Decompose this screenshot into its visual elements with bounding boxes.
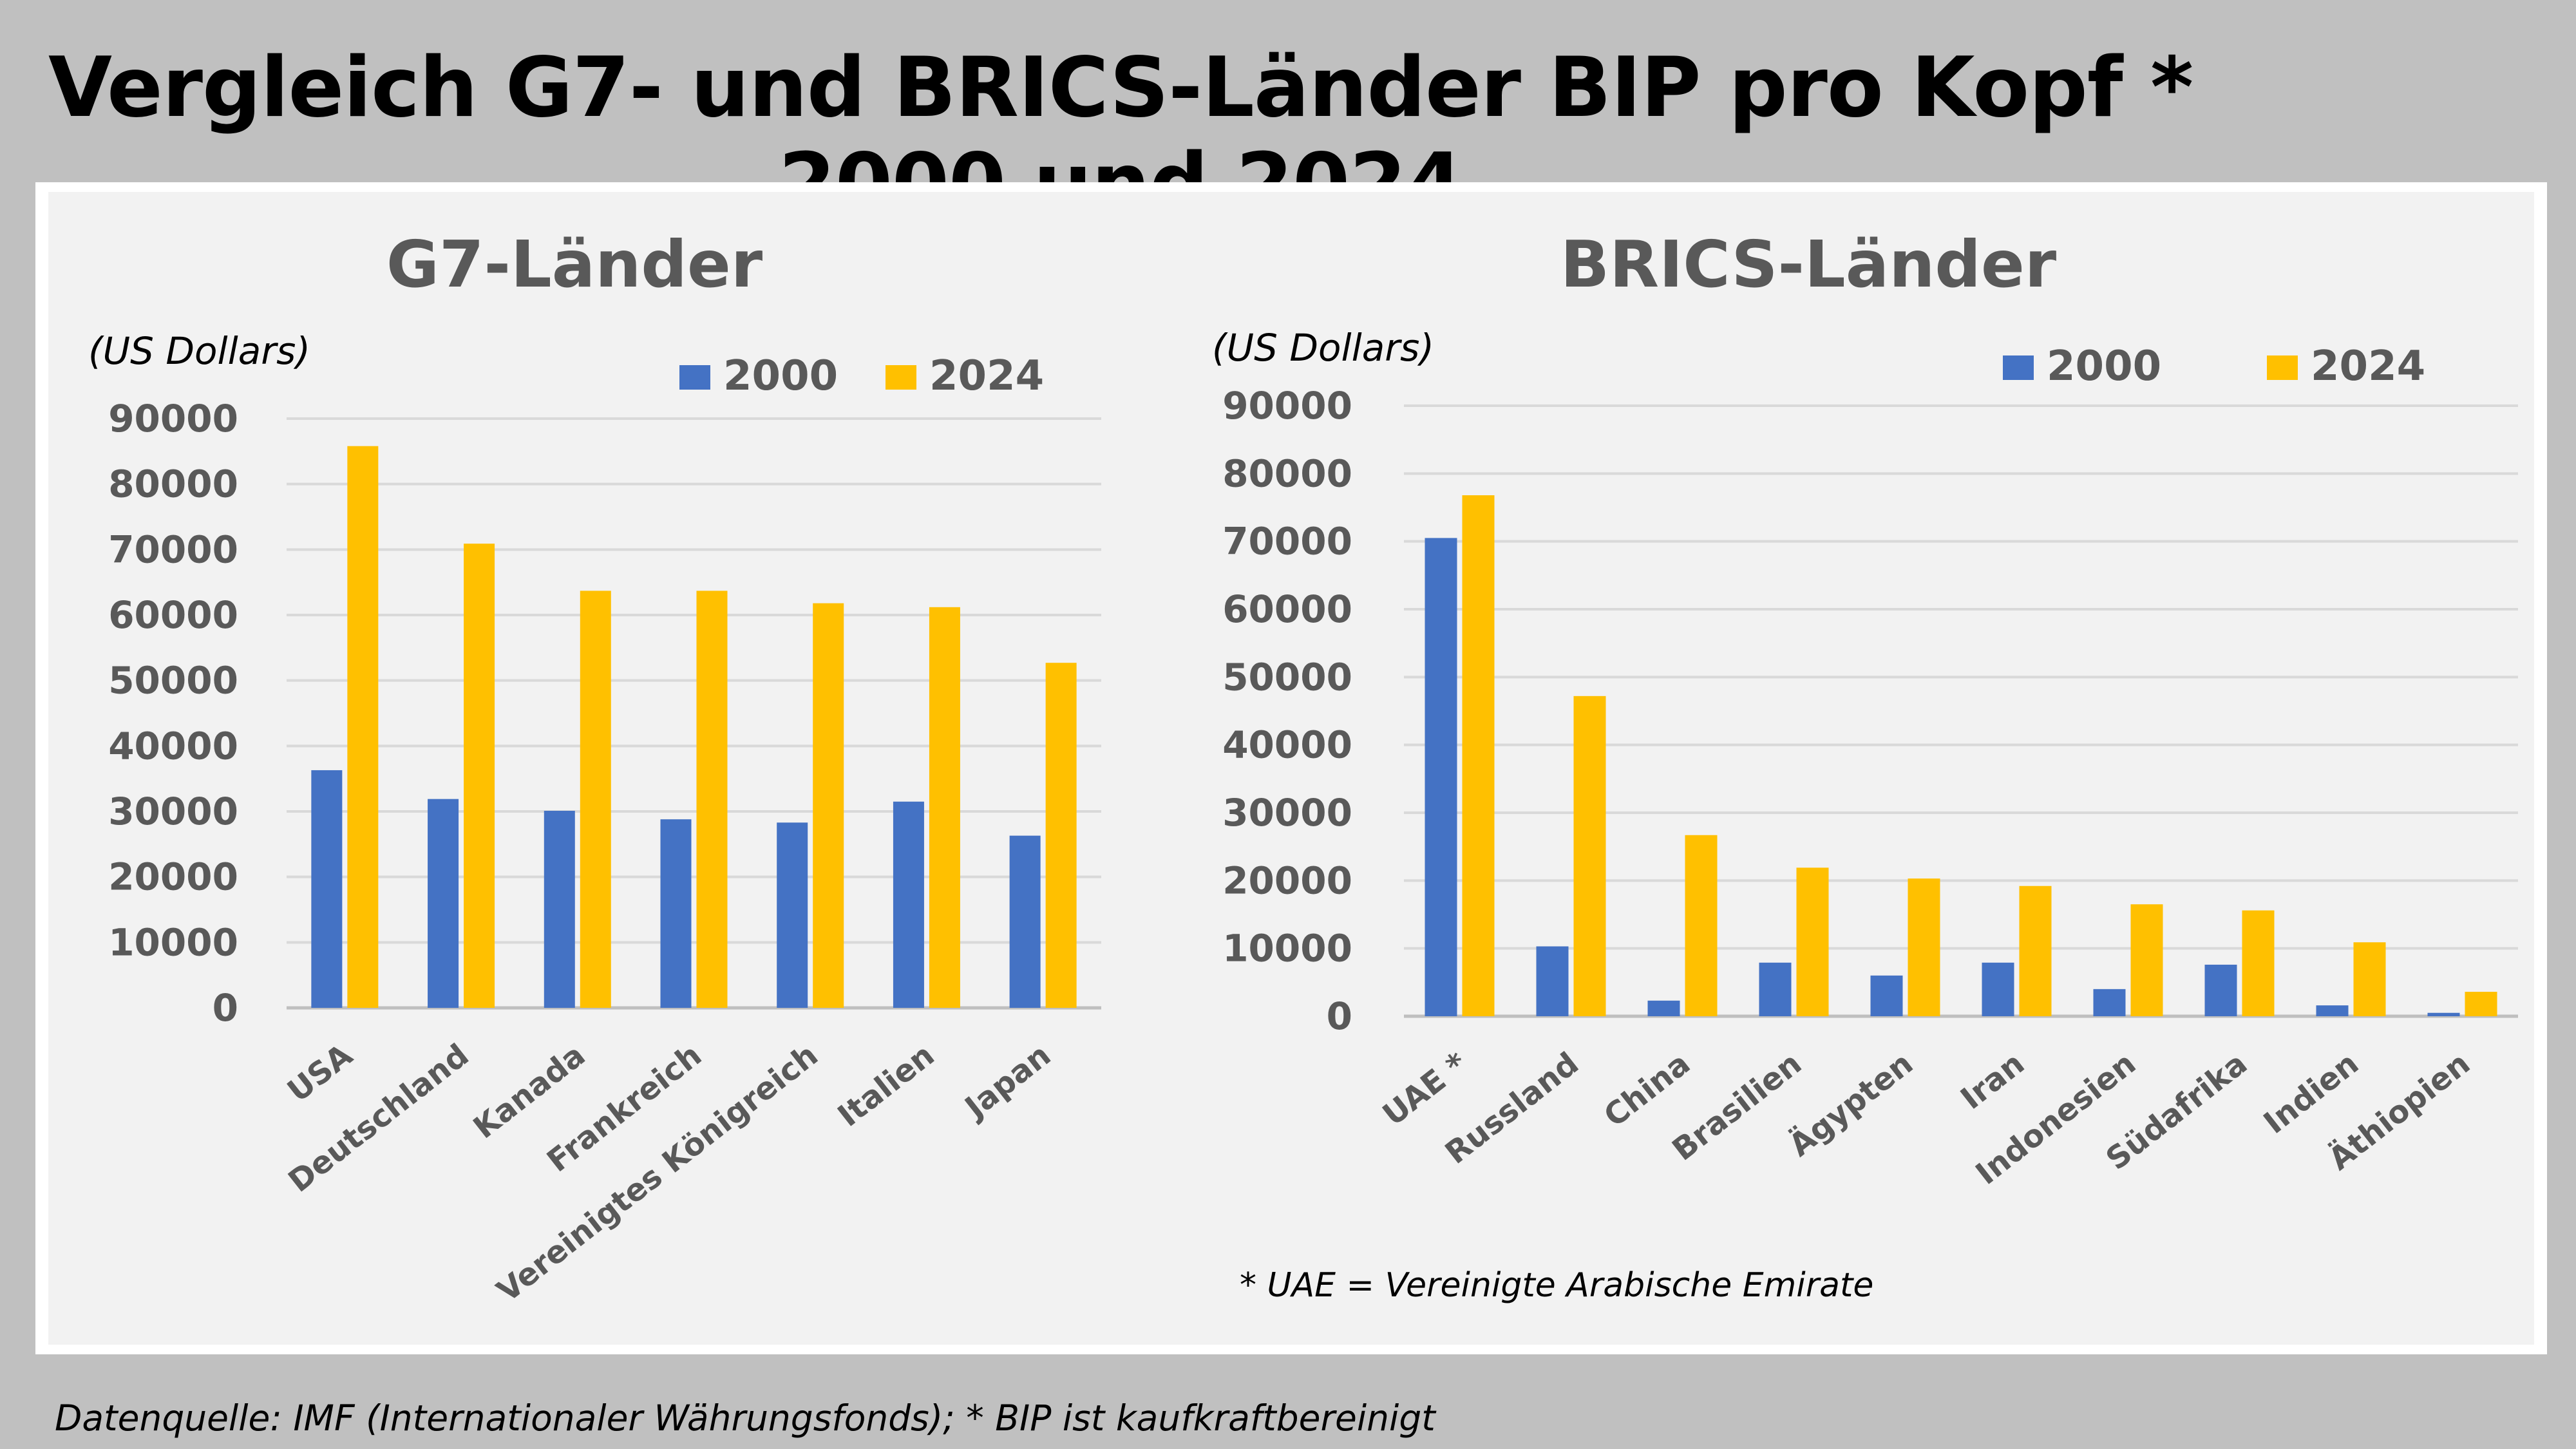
brics-y-tick-label: 40000 (1222, 723, 1352, 767)
uae-footnote: * UAE = Vereinigte Arabische Emirate (1240, 1266, 1873, 1305)
g7-y-tick-label: 60000 (108, 593, 238, 637)
brics-bar-2024 (1685, 835, 1718, 1016)
brics-bar-2024 (1573, 696, 1606, 1016)
brics-bar-2000 (2316, 1005, 2349, 1016)
brics-y-axis-label: (US Dollars) (1212, 326, 1434, 370)
g7-legend-swatch-2024 (886, 365, 916, 390)
g7-bar-2024 (464, 544, 495, 1008)
brics-bar-2000 (1982, 962, 2014, 1016)
g7-bar-2024 (1045, 663, 1077, 1008)
g7-bar-2000 (893, 801, 924, 1008)
brics-y-tick-label: 20000 (1222, 858, 1352, 902)
brics-category-label: UAE * (1376, 1045, 1474, 1133)
brics-bar-2000 (1870, 975, 1903, 1016)
brics-legend-swatch-2024 (2267, 355, 2298, 380)
brics-legend-swatch-2000 (2003, 355, 2034, 380)
brics-category-label: China (1597, 1045, 1697, 1134)
g7-bar-2000 (660, 819, 692, 1008)
brics-category-label: Ägypten (1782, 1045, 1920, 1164)
brics-y-tick-label: 30000 (1222, 791, 1352, 835)
data-source-note: Datenquelle: IMF (Internationaler Währun… (55, 1397, 1435, 1439)
brics-y-tick-label: 70000 (1222, 520, 1352, 564)
brics-legend-label-2000: 2000 (2047, 343, 2161, 390)
brics-bar-2000 (2093, 989, 2126, 1016)
g7-bar-2024 (696, 591, 728, 1008)
brics-bar-2024 (1908, 878, 1940, 1016)
brics-y-tick-label: 10000 (1222, 927, 1352, 971)
g7-y-axis-label: (US Dollars) (88, 329, 310, 373)
brics-bar-2000 (1759, 962, 1792, 1016)
brics-panel (1121, 192, 2534, 1345)
brics-bar-2024 (2019, 886, 2052, 1016)
g7-legend-label-2000: 2000 (723, 352, 838, 400)
brics-bar-2024 (1796, 867, 1829, 1016)
g7-y-tick-label: 30000 (108, 790, 238, 833)
brics-bar-2000 (1425, 538, 1457, 1016)
brics-category-label: Indien (2257, 1045, 2365, 1141)
g7-bar-2024 (929, 607, 960, 1008)
g7-bar-2000 (428, 799, 459, 1008)
g7-bar-2000 (1009, 835, 1041, 1008)
brics-bar-2024 (2465, 992, 2497, 1016)
g7-y-tick-label: 10000 (108, 920, 238, 964)
brics-y-tick-label: 60000 (1222, 587, 1352, 631)
g7-chart-title: G7-Länder (386, 227, 763, 302)
brics-chart: BRICS-Länder (US Dollars) 0 10000 20000 30000… (1212, 227, 2518, 1192)
brics-bar-2024 (2242, 910, 2275, 1016)
g7-y-tick-label: 80000 (108, 462, 238, 506)
brics-chart-title: BRICS-Länder (1560, 227, 2057, 302)
brics-bar-2024 (2353, 942, 2386, 1016)
g7-bar-2000 (544, 810, 575, 1008)
brics-bar-2000 (1536, 946, 1569, 1016)
g7-bar-2000 (777, 822, 808, 1008)
g7-y-tick-label: 90000 (108, 397, 238, 440)
g7-y-tick-label: 0 (213, 986, 238, 1030)
g7-bar-2024 (813, 603, 844, 1008)
g7-chart: G7-Länder (US Dollars) 0 10000 20000 30000 400… (88, 227, 1101, 1309)
brics-bar-2000 (2204, 964, 2237, 1016)
brics-legend-label-2024: 2024 (2311, 343, 2425, 390)
brics-bar-2024 (2130, 904, 2163, 1016)
g7-category-label: USA (281, 1037, 359, 1109)
brics-category-label: Iran (1954, 1045, 2031, 1117)
g7-y-tick-label: 40000 (108, 724, 238, 768)
g7-y-tick-label: 50000 (108, 659, 238, 703)
g7-legend-label-2024: 2024 (929, 352, 1044, 400)
g7-legend-swatch-2000 (679, 365, 710, 390)
brics-y-tick-label: 0 (1327, 994, 1352, 1038)
brics-y-tick-label: 90000 (1222, 384, 1352, 428)
brics-bar-2000 (1647, 1000, 1680, 1016)
g7-category-label: Italien (831, 1037, 942, 1134)
g7-bar-2024 (347, 446, 379, 1008)
brics-y-tick-label: 80000 (1222, 451, 1352, 495)
g7-bar-2024 (580, 591, 611, 1008)
brics-bar-2000 (2427, 1012, 2460, 1016)
g7-category-label: Japan (957, 1037, 1057, 1126)
charts-frame (35, 182, 2547, 1354)
g7-y-tick-label: 70000 (108, 527, 238, 571)
g7-y-tick-label: 20000 (108, 855, 238, 899)
g7-bar-2000 (311, 770, 343, 1008)
brics-bar-2024 (1462, 495, 1495, 1016)
brics-y-tick-label: 50000 (1222, 655, 1352, 699)
